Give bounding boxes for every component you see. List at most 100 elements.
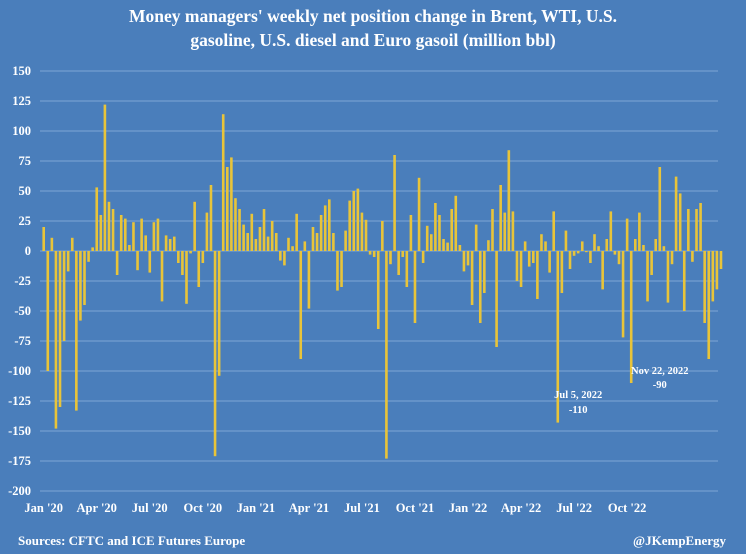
bar <box>164 235 168 251</box>
bar <box>638 212 641 251</box>
y-tick-label: -75 <box>14 334 31 348</box>
y-tick-label: -125 <box>8 394 31 408</box>
bar <box>91 247 94 251</box>
bar <box>376 251 380 329</box>
bar <box>511 211 515 251</box>
bar <box>434 203 437 251</box>
bar <box>478 251 482 323</box>
bar <box>58 251 62 407</box>
bar <box>95 187 99 251</box>
bar <box>483 251 486 293</box>
bar <box>650 251 653 275</box>
bar <box>572 251 576 256</box>
bar <box>625 218 629 251</box>
y-tick-label: -150 <box>8 424 31 438</box>
bar <box>291 246 294 251</box>
y-tick-label: 0 <box>25 244 31 258</box>
title-line-2: gasoline, U.S. diesel and Euro gasoil (m… <box>190 30 556 50</box>
y-tick-label: 25 <box>19 214 32 228</box>
bar <box>70 237 74 251</box>
bar <box>405 251 409 287</box>
bar <box>454 195 458 251</box>
bar <box>128 245 131 251</box>
y-tick-label: 75 <box>19 154 32 168</box>
bar <box>682 251 686 311</box>
x-tick-label: Jul '22 <box>556 501 592 515</box>
bar <box>507 150 511 251</box>
x-tick-label: Jan '20 <box>24 501 63 515</box>
y-tick-label: -100 <box>8 364 31 378</box>
bar <box>609 211 613 251</box>
title-line-1: Money managers' weekly net position chan… <box>129 6 617 26</box>
bar <box>421 251 425 263</box>
bar <box>87 251 90 262</box>
bar <box>226 167 229 251</box>
bar <box>111 209 115 251</box>
bar <box>532 251 535 263</box>
bar <box>344 230 347 251</box>
bar <box>189 251 192 254</box>
bar <box>274 233 278 251</box>
bar <box>258 227 262 251</box>
bar <box>364 219 368 251</box>
bar <box>662 246 666 251</box>
x-tick-label: Apr '22 <box>501 501 541 515</box>
bar <box>560 251 564 293</box>
y-tick-label: -175 <box>8 454 31 468</box>
bar <box>209 185 213 251</box>
annotation-label: Nov 22, 2022 <box>631 366 688 377</box>
x-tick-label: Oct '20 <box>184 501 223 515</box>
bar <box>242 224 245 251</box>
bar <box>666 251 670 303</box>
bar <box>46 251 50 371</box>
bar <box>474 224 478 251</box>
bar <box>372 251 376 257</box>
bar <box>287 237 290 251</box>
bar <box>580 241 584 251</box>
bar <box>703 251 706 323</box>
bar <box>177 251 180 263</box>
bar <box>687 209 690 251</box>
bar <box>79 251 82 321</box>
bar <box>168 239 172 251</box>
bar <box>340 251 343 287</box>
bar <box>50 237 54 251</box>
bar <box>213 251 217 457</box>
bar <box>307 251 311 309</box>
gridlines <box>40 70 718 492</box>
bar <box>654 239 657 251</box>
bar <box>466 251 470 266</box>
annotation-label: Jul 5, 2022 <box>554 390 602 401</box>
bar <box>62 251 66 341</box>
annotation-label: -90 <box>653 380 667 391</box>
bar <box>205 212 209 251</box>
bar <box>438 215 441 251</box>
bar <box>348 200 351 251</box>
x-tick-label: Jan '21 <box>237 501 276 515</box>
bar <box>172 236 176 251</box>
bar <box>409 215 413 251</box>
bar <box>254 239 258 251</box>
bar <box>458 245 462 251</box>
bar <box>193 201 196 251</box>
bar <box>548 251 551 273</box>
bar <box>201 251 205 263</box>
bar <box>515 251 519 281</box>
bar <box>527 251 531 267</box>
bar <box>597 246 600 251</box>
bar <box>315 233 319 251</box>
y-tick-label: 100 <box>12 124 31 138</box>
bar <box>576 251 580 254</box>
bar <box>413 251 417 323</box>
bar <box>674 176 678 251</box>
bar <box>397 251 400 275</box>
bar <box>295 213 298 251</box>
x-tick-label: Jul '21 <box>344 501 380 515</box>
bar <box>279 251 282 261</box>
bar <box>699 203 702 251</box>
y-tick-label: 50 <box>19 184 32 198</box>
y-axis-tick-labels: 150 125 100 75 50 25 0 -25 -50 -75 -100 -125 -150 -17… <box>8 64 31 498</box>
bar <box>54 251 58 429</box>
bar <box>132 222 135 251</box>
x-tick-label: Jul '20 <box>132 501 168 515</box>
